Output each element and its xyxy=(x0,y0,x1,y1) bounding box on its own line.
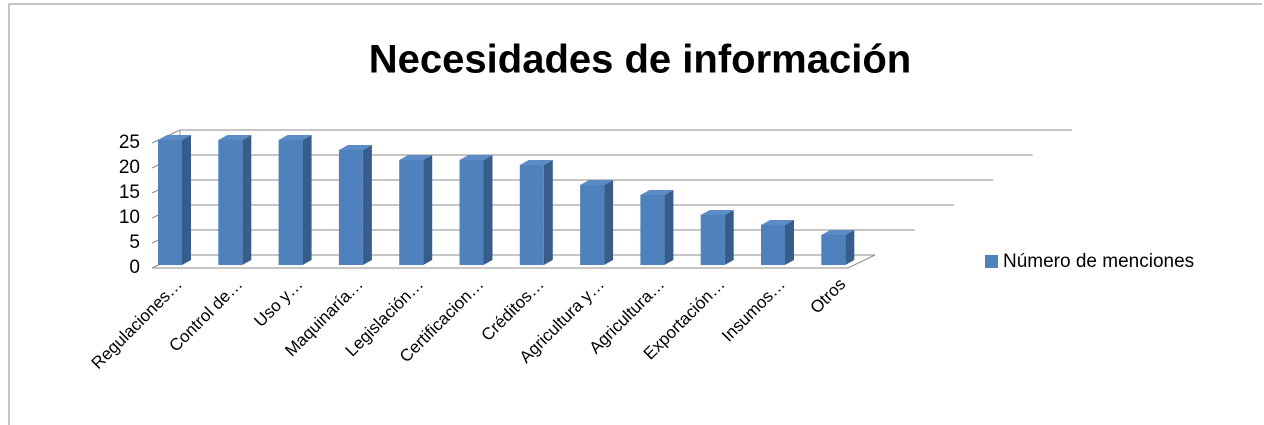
bar xyxy=(338,150,363,265)
y-tick-label: 10 xyxy=(119,207,140,228)
y-tick-label: 15 xyxy=(119,182,140,203)
y-tick-label: 25 xyxy=(119,132,140,153)
chart-frame xyxy=(8,3,1262,425)
y-tick-label: 20 xyxy=(119,157,140,178)
bar-side xyxy=(242,135,252,265)
x-tick-label: Otros xyxy=(806,275,849,318)
bar-top xyxy=(399,155,433,160)
y-tick-label: 5 xyxy=(129,232,140,253)
grid-line xyxy=(151,204,954,219)
bar xyxy=(761,225,785,265)
bar-side xyxy=(302,135,312,265)
bar xyxy=(399,160,424,265)
bar-side xyxy=(362,145,372,265)
x-tick-label: Uso y… xyxy=(250,275,306,331)
bar xyxy=(700,215,725,265)
bar-side xyxy=(423,155,433,265)
bar-top xyxy=(640,190,674,195)
grid-line xyxy=(151,179,994,194)
bar-side xyxy=(845,230,855,265)
bar-side xyxy=(483,155,493,265)
bar-top xyxy=(761,220,794,225)
bar-top xyxy=(338,145,372,150)
bar xyxy=(519,165,544,265)
bar-top xyxy=(580,180,614,185)
bar xyxy=(640,195,665,265)
bar-side xyxy=(724,210,734,265)
y-tick-label: 0 xyxy=(129,257,140,278)
bar xyxy=(459,160,484,265)
bar xyxy=(218,140,243,265)
bar-side xyxy=(664,190,674,265)
bar-side xyxy=(543,160,553,265)
bar-top xyxy=(700,210,734,215)
bar xyxy=(821,235,846,265)
bar-top xyxy=(459,155,493,160)
bar-side xyxy=(182,135,191,265)
x-tick-label: Insumos… xyxy=(718,275,789,346)
chart-title: Necesidades de información xyxy=(369,38,911,82)
bar xyxy=(278,140,303,265)
bar-top xyxy=(278,135,312,140)
bar-side xyxy=(604,180,614,265)
x-tick-label: Regulaciones… xyxy=(88,275,186,373)
legend-label: Número de menciones xyxy=(1003,251,1194,272)
bar-side xyxy=(785,220,794,265)
bar-top xyxy=(218,135,252,140)
bar-top xyxy=(158,135,191,140)
bar xyxy=(580,185,605,265)
bar xyxy=(158,140,182,265)
legend-swatch xyxy=(985,255,998,268)
bar-top xyxy=(821,230,855,235)
bar-top xyxy=(519,160,553,165)
